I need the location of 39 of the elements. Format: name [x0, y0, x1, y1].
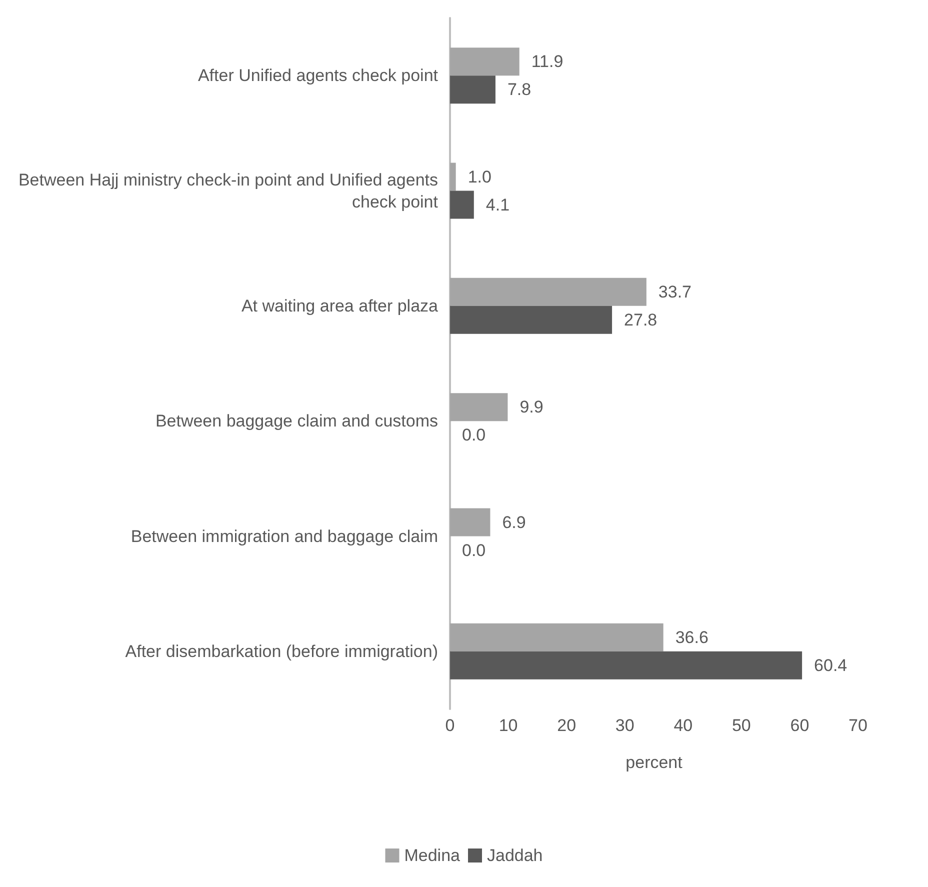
- bar: [450, 162, 456, 191]
- data-label: 27.8: [624, 310, 658, 330]
- bar: [450, 76, 496, 104]
- x-tick-label: 30: [615, 716, 634, 735]
- y-tick-label: Between immigration and baggage claim: [130, 526, 438, 546]
- x-tick-label: 70: [848, 716, 868, 735]
- y-tick-label: At waiting area after plaza: [241, 296, 439, 316]
- y-tick-label: Between baggage claim and customs: [155, 412, 438, 431]
- data-label: 33.7: [658, 282, 692, 302]
- y-tick-label: After disembarkation (before immigration): [125, 642, 438, 661]
- bar: [450, 651, 802, 680]
- x-tick-label: 50: [732, 716, 751, 735]
- bar: [450, 306, 612, 334]
- bar: [450, 393, 508, 422]
- y-tick-label: After Unified agents check point: [198, 66, 438, 86]
- data-label: 7.8: [507, 80, 532, 100]
- data-label: 9.9: [520, 398, 544, 417]
- data-label: 0.0: [462, 540, 486, 560]
- data-label: 4.1: [486, 195, 510, 214]
- data-label: 6.9: [502, 512, 526, 532]
- x-axis-title: percent: [626, 753, 683, 772]
- x-tick-label: 60: [790, 716, 810, 735]
- x-tick-label: 20: [557, 716, 576, 735]
- data-label: 1.0: [468, 167, 492, 186]
- legend-label: Jaddah: [486, 846, 543, 865]
- data-label: 11.9: [531, 52, 564, 72]
- bar: [450, 623, 664, 652]
- bar: [450, 508, 490, 536]
- x-tick-label: 40: [674, 716, 693, 735]
- x-tick-label: 10: [498, 716, 518, 735]
- data-label: 60.4: [814, 656, 848, 675]
- bar: [450, 278, 646, 306]
- bar: [450, 190, 474, 219]
- bar: [450, 48, 520, 76]
- y-tick-label: Between Hajj ministry check-in point and Unified agents check point: [18, 170, 438, 212]
- legend-label: Medina: [404, 846, 461, 865]
- data-label: 0.0: [462, 426, 486, 445]
- x-tick-label: 0: [445, 716, 455, 735]
- data-label: 36.6: [675, 628, 708, 647]
